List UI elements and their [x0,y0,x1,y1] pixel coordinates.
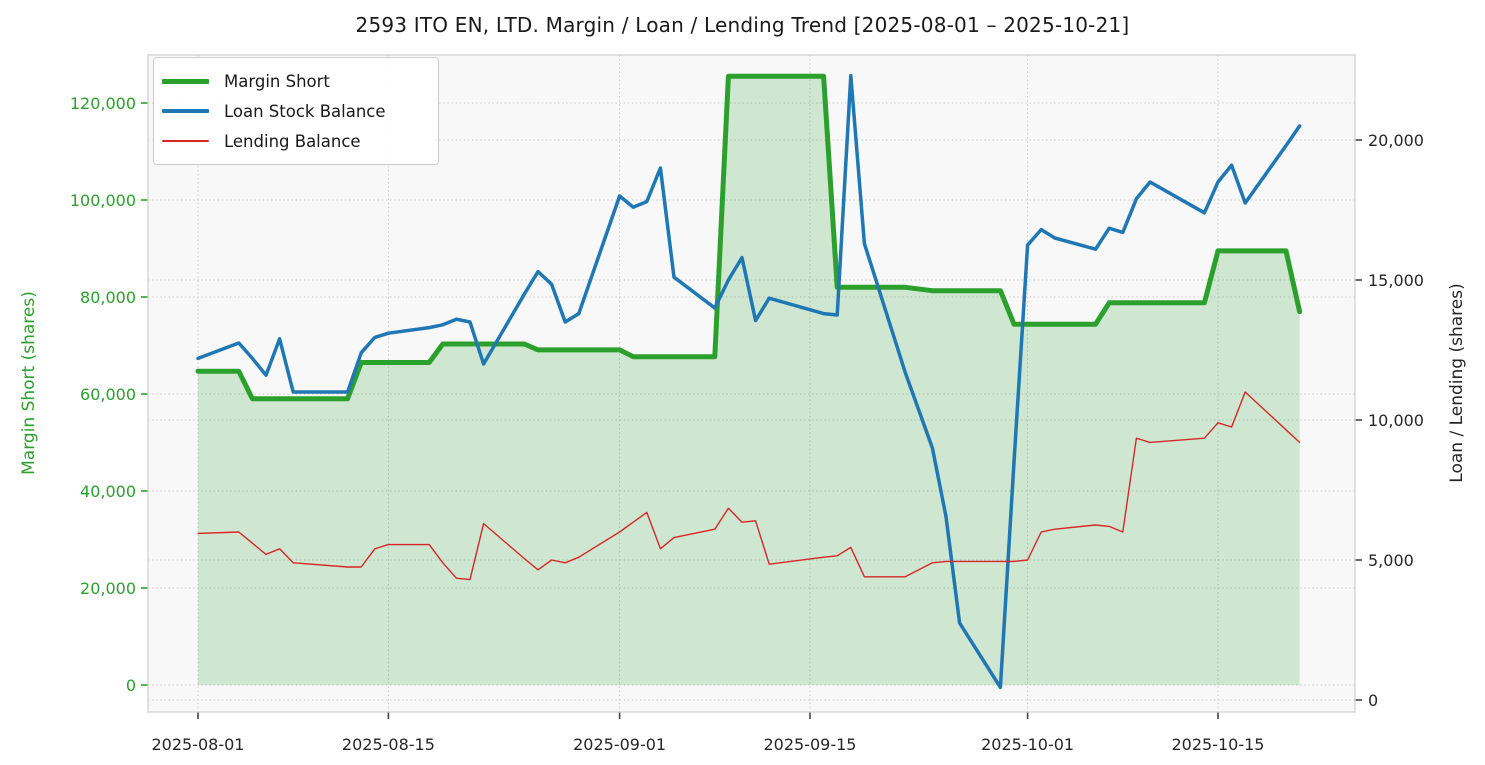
left-tick-label: 60,000 [80,385,136,404]
legend-item-lending-balance: Lending Balance [162,126,428,156]
legend-label: Lending Balance [224,131,361,151]
series-margin-short [195,73,1303,402]
right-axis-title: Loan / Lending (shares) [1447,283,1467,483]
lending-line-swatch [162,140,209,142]
x-tick-label: 2025-08-15 [342,735,435,754]
chart-title: 2593 ITO EN, LTD. Margin / Loan / Lendin… [355,13,1130,37]
loan-stock-line-swatch [162,109,209,113]
legend-label: Margin Short [224,71,330,91]
plot-frame [147,54,1356,713]
right-tick-label: 20,000 [1368,131,1424,150]
left-tick-label: 80,000 [80,288,136,307]
x-tick-label: 2025-09-01 [573,735,666,754]
x-tick-label: 2025-08-01 [152,735,245,754]
right-tick-label: 0 [1368,691,1378,710]
right-tick-label: 15,000 [1368,271,1424,290]
legend: Margin Short Loan Stock Balance Lending … [153,57,439,165]
legend-item-margin-short: Margin Short [162,66,428,96]
margin-short-area-fill [198,76,1300,686]
x-tick-label: 2025-09-15 [764,735,857,754]
x-tick-label: 2025-10-15 [1172,735,1265,754]
left-axis-title: Margin Short (shares) [19,291,39,475]
legend-label: Loan Stock Balance [224,101,386,121]
x-tick-label: 2025-10-01 [981,735,1074,754]
left-tick-label: 120,000 [70,94,136,113]
right-tick-label: 10,000 [1368,411,1424,430]
left-tick-label: 20,000 [80,579,136,598]
right-tick-label: 5,000 [1368,551,1414,570]
series-loan-stock-balance [196,73,1302,690]
margin-short-line-swatch [162,78,209,84]
left-tick-label: 100,000 [70,191,136,210]
left-tick-label: 0 [126,676,136,695]
left-tick-label: 40,000 [80,482,136,501]
series-lending-balance [197,391,1301,581]
legend-item-loan-stock-balance: Loan Stock Balance [162,96,428,126]
